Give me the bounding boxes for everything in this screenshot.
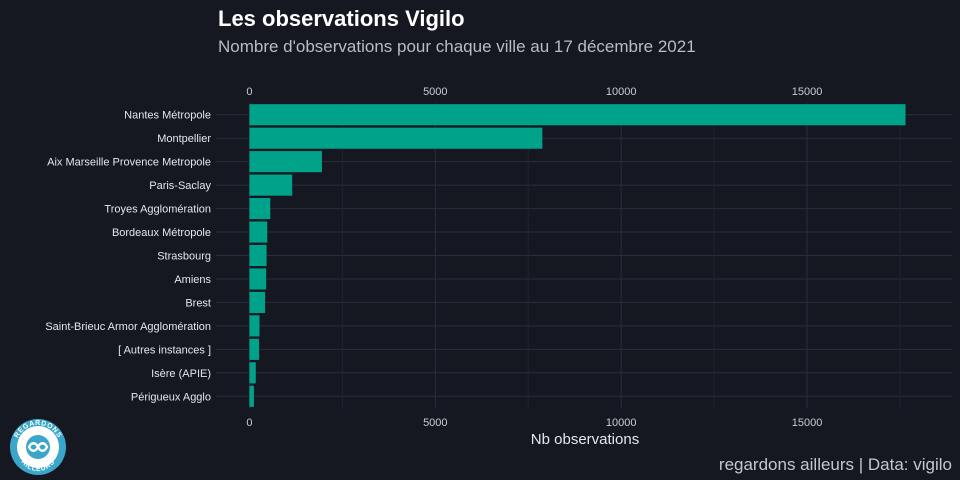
category-label: [ Autres instances ]: [118, 344, 211, 356]
category-label: Troyes Agglomération: [104, 204, 211, 216]
bar: [249, 221, 268, 243]
infinity-icon: [27, 442, 49, 452]
chart-caption: regardons ailleurs | Data: vigilo: [719, 455, 952, 474]
bar: [249, 174, 293, 196]
x-tick-label-bottom: 5000: [423, 417, 447, 429]
regardons-ailleurs-logo-icon: REGARDONS AILLEURS: [10, 419, 66, 475]
bar: [249, 268, 267, 290]
bar: [249, 362, 256, 384]
category-labels: Nantes Métropole Montpellier Aix Marseille…: [45, 110, 211, 404]
category-label: Aix Marseille Provence Metropole: [47, 157, 211, 169]
category-label: Montpellier: [157, 133, 211, 145]
bar: [249, 244, 267, 267]
bars: [249, 104, 906, 407]
x-tick-labels-bottom: 0 5000 10000 15000: [246, 417, 822, 429]
category-label: Saint-Brieuc Armor Agglomération: [45, 321, 211, 333]
category-label: Brest: [185, 297, 211, 309]
x-axis-label: Nb observations: [531, 431, 639, 448]
bar: [249, 315, 260, 337]
bar: [249, 291, 266, 313]
x-tick-label-bottom: 0: [246, 417, 252, 429]
bar: [249, 385, 254, 407]
x-tick-label-top: 0: [246, 86, 252, 98]
bar: [249, 198, 271, 220]
category-label: Nantes Métropole: [124, 110, 211, 122]
bar: [249, 127, 543, 149]
bar: [249, 338, 260, 360]
x-tick-label-top: 15000: [792, 86, 823, 98]
category-label: Isère (APIE): [151, 368, 211, 380]
x-tick-label-bottom: 15000: [792, 417, 823, 429]
category-label: Paris-Saclay: [149, 180, 211, 192]
chart-title: Les observations Vigilo: [218, 6, 465, 31]
x-tick-label-bottom: 10000: [606, 417, 637, 429]
x-tick-labels-top: 0 5000 10000 15000: [246, 86, 822, 98]
chart-subtitle: Nombre d'observations pour chaque ville …: [218, 37, 696, 56]
category-label: Bordeaux Métropole: [112, 227, 211, 239]
category-label: Strasbourg: [157, 251, 211, 263]
category-label: Amiens: [174, 274, 211, 286]
x-tick-label-top: 10000: [606, 86, 637, 98]
category-label: Périgueux Agglo: [131, 391, 211, 403]
bar: [249, 104, 906, 126]
x-tick-label-top: 5000: [423, 86, 447, 98]
bar: [249, 151, 322, 173]
